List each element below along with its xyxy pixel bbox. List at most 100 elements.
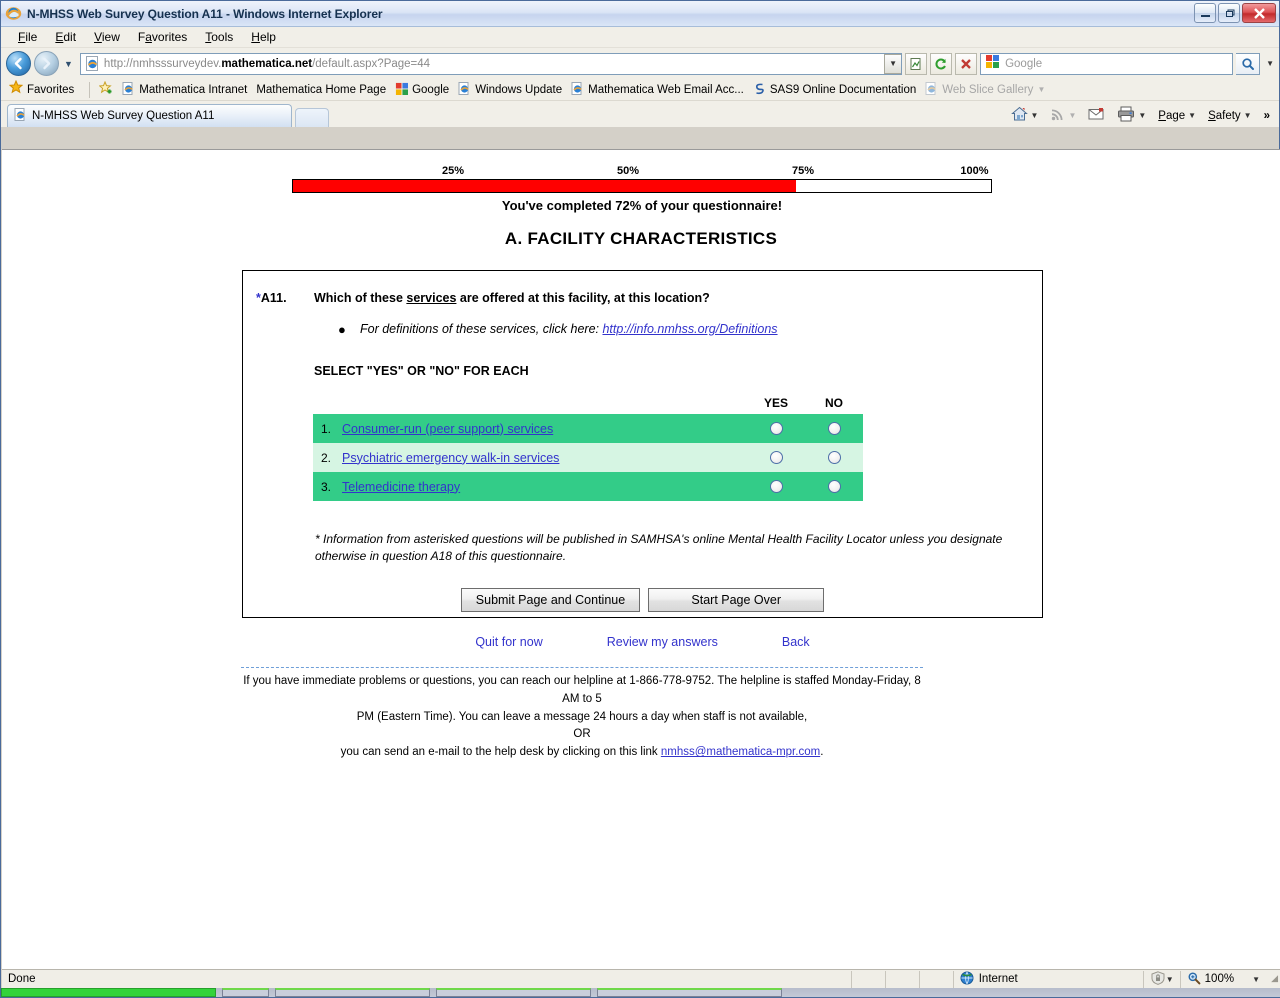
start-over-button[interactable]: Start Page Over [648, 587, 825, 612]
favorite-sas9-online-documentation[interactable]: SAS9 Online Documentation [751, 81, 923, 99]
help-line-4-period: . [820, 746, 824, 759]
ie-page-icon [122, 81, 135, 98]
chevron-down-icon[interactable]: ▼ [1188, 111, 1197, 120]
service-link[interactable]: Telemedicine therapy [342, 479, 461, 494]
favorite-mathematica-web-email[interactable]: Mathematica Web Email Acc... [569, 81, 751, 99]
compatibility-view-icon[interactable] [905, 52, 928, 75]
submit-button[interactable]: Submit Page and Continue [460, 587, 641, 612]
chevron-down-icon[interactable]: ▼ [1037, 85, 1046, 94]
mail-button[interactable] [1083, 105, 1110, 126]
chevron-down-icon[interactable]: ▼ [1068, 111, 1077, 120]
question-text-after: are offered at this facility, at this lo… [456, 291, 710, 305]
chevron-down-icon[interactable]: ▼ [1030, 111, 1039, 120]
help-line-4-text: you can send an e-mail to the help desk … [340, 746, 661, 759]
favorite-google[interactable]: Google [393, 81, 456, 99]
favorite-mathematica-home-page[interactable]: Mathematica Home Page [254, 83, 393, 97]
home-icon [1010, 106, 1028, 125]
favorites-label: Favorites [27, 83, 75, 96]
print-icon [1117, 106, 1135, 125]
progress-tick-50: 50% [616, 165, 640, 177]
radio-yes[interactable] [769, 479, 783, 493]
menu-tools[interactable]: Tools [205, 30, 234, 44]
zoom-level-label: 100% [1204, 973, 1235, 985]
radio-no[interactable] [827, 421, 841, 435]
search-input[interactable]: Google [980, 52, 1234, 75]
chevron-down-icon[interactable]: ▼ [1243, 111, 1252, 120]
favorite-label: Mathematica Home Page [256, 83, 387, 96]
favorite-web-slice-gallery[interactable]: Web Slice Gallery ▼ [923, 81, 1052, 99]
page-menu-button[interactable]: Page ▼ [1153, 108, 1201, 124]
globe-icon [960, 971, 974, 988]
question-box: *A11. Which of these services are offere… [242, 270, 1043, 618]
protected-mode[interactable]: ▼ [1142, 970, 1180, 988]
star-icon [8, 79, 24, 99]
new-tab-button[interactable] [295, 108, 329, 127]
refresh-button[interactable] [930, 52, 953, 75]
title-bar: N-MHSS Web Survey Question A11 - Windows… [1, 1, 1279, 27]
favorites-button[interactable]: Favorites [8, 79, 82, 99]
status-cell-b [884, 970, 919, 988]
page-favicon-icon [85, 56, 100, 71]
print-button[interactable]: ▼ [1112, 104, 1151, 127]
taskbar-item-2[interactable] [275, 988, 430, 997]
radio-yes[interactable] [769, 450, 783, 464]
taskbar-item-active[interactable] [1, 988, 216, 997]
command-overflow-button[interactable]: » [1259, 108, 1275, 124]
search-placeholder: Google [1005, 57, 1043, 70]
radio-no[interactable] [827, 450, 841, 464]
question-header: *A11. Which of these services are offere… [243, 271, 1042, 305]
url-dropdown-caret-icon[interactable]: ▼ [884, 53, 902, 74]
status-cell-c [918, 970, 953, 988]
restore-button[interactable] [1218, 3, 1240, 23]
menu-file[interactable]: File [18, 30, 38, 44]
row-yes-cell [747, 472, 805, 501]
progress-tick-25: 25% [441, 165, 465, 177]
taskbar-item-4[interactable] [597, 988, 782, 997]
search-go-button[interactable] [1236, 52, 1261, 75]
chevron-down-icon[interactable]: ▼ [1252, 974, 1260, 984]
feeds-icon [1050, 107, 1065, 125]
close-button[interactable] [1242, 3, 1276, 23]
resize-grip-icon[interactable]: ◢ [1271, 973, 1278, 983]
window-controls [1194, 3, 1276, 23]
service-link[interactable]: Consumer-run (peer support) services [342, 421, 554, 436]
security-zone[interactable]: Internet [952, 970, 1143, 988]
menu-edit[interactable]: Edit [55, 30, 77, 44]
favorite-windows-update[interactable]: Windows Update [456, 81, 569, 99]
chevron-down-icon[interactable]: ▼ [1165, 974, 1174, 984]
menu-help[interactable]: Help [251, 30, 276, 44]
url-input[interactable]: http://nmhsssurveydev.mathematica.net/de… [79, 52, 903, 75]
radio-yes[interactable] [769, 421, 783, 435]
row-index: 1. [321, 421, 332, 436]
favorite-label: SAS9 Online Documentation [769, 83, 917, 96]
zoom-control[interactable]: 100% ▼ [1179, 970, 1266, 988]
add-to-favorites-bar-icon[interactable] [97, 80, 120, 99]
home-button[interactable]: ▼ [1006, 104, 1044, 127]
page-title: A. FACILITY CHARACTERISTICS [504, 229, 778, 248]
stop-button[interactable] [955, 52, 978, 75]
menu-view[interactable]: View [94, 30, 120, 44]
radio-no[interactable] [827, 479, 841, 493]
chevron-down-icon[interactable]: ▼ [1138, 111, 1147, 120]
quit-for-now-link[interactable]: Quit for now [475, 635, 543, 649]
menu-favorites[interactable]: Favorites [137, 30, 188, 44]
search-dropdown-caret-icon[interactable]: ▼ [1266, 59, 1274, 68]
review-answers-link[interactable]: Review my answers [606, 635, 718, 649]
favorite-mathematica-intranet[interactable]: Mathematica Intranet [120, 81, 254, 99]
asterisk-footnote: * Information from asterisked questions … [315, 532, 1003, 564]
back-link[interactable]: Back [781, 635, 810, 649]
row-label-cell: Telemedicine therapy [341, 472, 747, 501]
minimize-button[interactable] [1194, 3, 1216, 23]
service-link[interactable]: Psychiatric emergency walk-in services [342, 450, 560, 465]
forward-button[interactable] [34, 51, 59, 76]
taskbar-item-3[interactable] [436, 988, 591, 997]
helpdesk-email-link[interactable]: nmhss@mathematica-mpr.com [660, 746, 821, 759]
definitions-link[interactable]: http://info.nmhss.org/Definitions [602, 322, 778, 336]
ie-page-icon [571, 81, 584, 98]
taskbar-item-1[interactable] [222, 988, 269, 997]
recent-pages-caret-icon[interactable]: ▼ [64, 58, 73, 69]
back-button[interactable] [6, 51, 31, 76]
safety-menu-button[interactable]: Safety ▼ [1203, 108, 1257, 124]
tab-nmhss-survey[interactable]: N-MHSS Web Survey Question A11 [7, 104, 292, 127]
feeds-button[interactable]: ▼ [1045, 105, 1081, 127]
